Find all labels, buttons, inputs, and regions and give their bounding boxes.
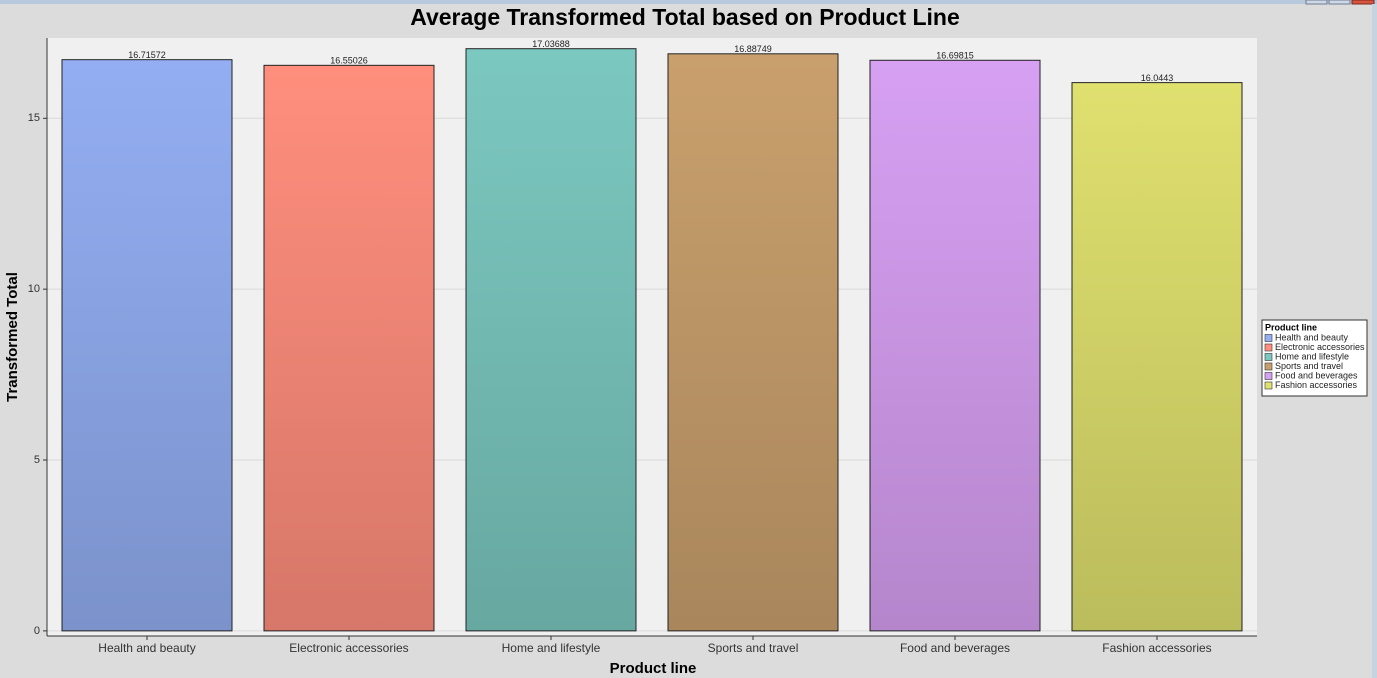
legend-label: Health and beauty <box>1275 332 1349 342</box>
y-tick-label: 0 <box>34 625 40 637</box>
close-button[interactable] <box>1351 0 1375 5</box>
x-tick-label: Health and beauty <box>98 641 195 655</box>
legend-label: Fashion accessories <box>1275 380 1358 390</box>
legend-swatch <box>1264 334 1273 342</box>
y-tick-label: 5 <box>34 454 40 466</box>
bar <box>465 48 637 632</box>
bar <box>869 59 1041 632</box>
value-label: 17.03688 <box>532 39 570 49</box>
x-tick-label: Food and beverages <box>900 641 1010 655</box>
y-tick-label: 15 <box>28 112 40 124</box>
value-label: 16.55026 <box>330 56 368 66</box>
window-border <box>1372 4 1377 678</box>
bar <box>667 53 839 632</box>
legend-swatch <box>1264 343 1273 352</box>
legend-swatch <box>1264 362 1273 371</box>
bar <box>1071 82 1243 632</box>
y-axis-label: Transformed Total <box>4 272 21 402</box>
legend-label: Sports and travel <box>1275 361 1343 371</box>
legend-box <box>1261 319 1368 397</box>
legend-swatch <box>1264 381 1273 390</box>
legend-swatch <box>1264 372 1273 380</box>
x-tick-label: Home and lifestyle <box>502 641 601 655</box>
minimize-button[interactable] <box>1305 0 1328 5</box>
chart-title: Average Transformed Total based on Produ… <box>410 4 960 30</box>
plot-area <box>47 38 1257 636</box>
x-tick-label: Fashion accessories <box>1102 641 1211 655</box>
value-label: 16.69815 <box>936 51 974 61</box>
bar <box>263 64 435 632</box>
x-axis-label: Product line <box>610 660 697 677</box>
value-label: 16.0443 <box>1141 73 1174 83</box>
x-tick-label: Electronic accessories <box>289 641 408 655</box>
legend-swatch <box>1264 353 1273 361</box>
value-label: 16.71572 <box>128 50 166 60</box>
value-label: 16.88749 <box>734 44 772 54</box>
legend-label: Home and lifestyle <box>1275 351 1349 361</box>
legend-label: Food and beverages <box>1275 370 1358 380</box>
bar <box>61 59 233 632</box>
y-tick-label: 10 <box>28 283 40 295</box>
maximize-button[interactable] <box>1328 0 1351 5</box>
x-tick-label: Sports and travel <box>708 641 799 655</box>
legend-title: Product line <box>1265 322 1317 332</box>
legend-label: Electronic accessories <box>1275 342 1365 352</box>
window-titlebar <box>0 0 1377 4</box>
